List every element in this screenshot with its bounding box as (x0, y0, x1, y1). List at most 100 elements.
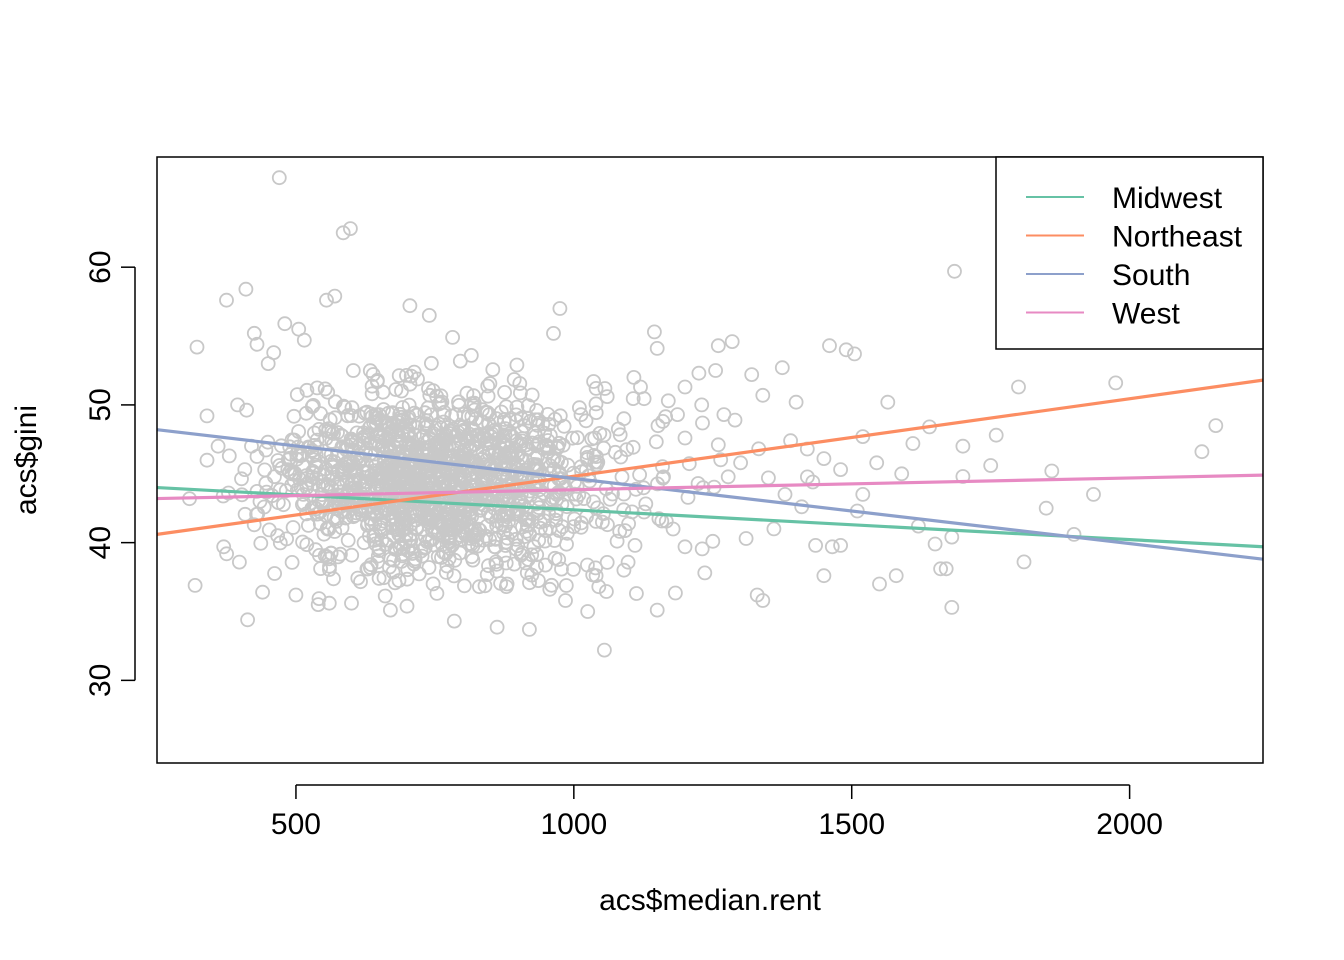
data-point (482, 376, 498, 391)
data-point (497, 436, 513, 452)
x-tick-label: 1500 (818, 808, 885, 841)
data-point (270, 453, 286, 468)
data-point (418, 468, 434, 484)
data-point (439, 558, 455, 574)
data-point (546, 325, 561, 341)
data-point (609, 533, 625, 549)
data-point (694, 397, 710, 413)
data-point (538, 557, 553, 573)
data-point (369, 427, 385, 443)
data-point (800, 469, 815, 485)
data-point (766, 521, 782, 537)
data-point (509, 357, 525, 373)
data-point (371, 571, 387, 586)
data-point (189, 339, 205, 355)
data-point (554, 561, 569, 577)
y-tick-label: 60 (84, 250, 117, 283)
data-point (499, 530, 515, 546)
data-point (401, 435, 417, 451)
data-point (280, 462, 296, 478)
data-point (447, 461, 463, 476)
data-point (377, 588, 393, 604)
data-point (461, 426, 477, 442)
data-point (422, 468, 438, 484)
data-point (392, 413, 408, 429)
data-point (511, 501, 526, 517)
data-point (502, 412, 517, 428)
data-point (332, 546, 348, 562)
data-point (616, 411, 632, 427)
data-point (805, 474, 821, 490)
series-line-south (156, 428, 1264, 561)
data-point (445, 329, 461, 345)
data-point (588, 560, 603, 576)
data-point (345, 363, 361, 378)
data-point (187, 578, 203, 593)
data-point (371, 471, 387, 487)
data-point (556, 418, 572, 434)
data-point (399, 367, 414, 383)
data-point (677, 430, 693, 446)
data-point (629, 586, 644, 601)
data-point (453, 434, 469, 450)
data-point (219, 292, 234, 308)
data-point (326, 571, 341, 587)
data-point (537, 425, 553, 441)
data-point (599, 584, 614, 599)
data-point (927, 536, 943, 552)
data-point (528, 428, 544, 444)
data-point (599, 389, 615, 405)
data-point (446, 613, 462, 629)
data-point (716, 407, 732, 423)
data-point (449, 517, 465, 533)
data-point (324, 434, 340, 449)
data-point (512, 438, 528, 454)
data-point (317, 548, 333, 564)
data-point (677, 379, 693, 395)
x-axis-label: acs$median.rent (599, 884, 821, 917)
legend-label-south: South (1112, 259, 1190, 292)
data-point (327, 394, 343, 410)
data-point (440, 530, 456, 546)
data-point (399, 571, 415, 587)
data-point (457, 468, 473, 484)
data-point (545, 452, 561, 468)
data-point (371, 540, 387, 556)
y-tick-label: 30 (84, 664, 117, 697)
data-point (344, 400, 360, 416)
data-point (435, 521, 451, 536)
data-point (496, 547, 512, 563)
data-point (625, 391, 641, 407)
data-point (429, 586, 445, 601)
data-point (481, 445, 497, 461)
data-point (402, 298, 418, 314)
data-point (258, 475, 274, 491)
data-point (626, 369, 642, 385)
data-point (466, 388, 482, 404)
data-point (430, 435, 446, 451)
data-point (551, 435, 567, 451)
data-point (547, 411, 563, 427)
data-point (520, 398, 536, 414)
data-point (911, 518, 926, 534)
data-point (579, 445, 595, 461)
data-point (621, 516, 636, 532)
data-point (1011, 379, 1026, 395)
data-point (344, 595, 359, 611)
data-point (498, 555, 514, 571)
data-point (938, 561, 954, 577)
data-point (345, 509, 361, 525)
data-point (394, 383, 409, 399)
data-point (376, 402, 391, 417)
data-point (599, 555, 615, 570)
data-point (210, 438, 226, 454)
data-point (590, 454, 606, 470)
data-point (317, 381, 333, 397)
data-point (405, 439, 421, 455)
data-point (219, 546, 235, 562)
data-point (755, 387, 771, 403)
data-point (466, 395, 482, 411)
data-point (310, 597, 326, 612)
data-point (336, 398, 351, 414)
data-point (299, 382, 315, 398)
